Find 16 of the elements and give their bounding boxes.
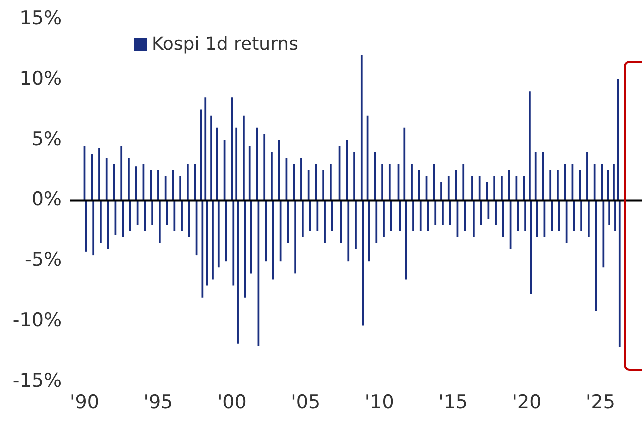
x-tick-label: '90 bbox=[70, 392, 100, 414]
y-tick-label: -15% bbox=[12, 370, 62, 392]
y-tick-label: 15% bbox=[20, 7, 62, 30]
x-tick-label: '25 bbox=[586, 392, 616, 414]
y-tick-label: 5% bbox=[32, 128, 62, 150]
legend-label: Kospi 1d returns bbox=[152, 34, 298, 55]
y-tick-label: 0% bbox=[32, 188, 62, 211]
x-tick-label: '20 bbox=[512, 392, 542, 414]
x-tick-label: '05 bbox=[291, 392, 321, 414]
x-tick-label: '15 bbox=[438, 392, 468, 414]
y-tick-label: -5% bbox=[25, 249, 62, 272]
x-tick-label: '95 bbox=[144, 392, 174, 414]
x-tick-label: '00 bbox=[217, 392, 247, 414]
x-tick-label: '10 bbox=[364, 392, 394, 414]
y-tick-label: -10% bbox=[12, 310, 62, 332]
y-tick-label: 10% bbox=[20, 68, 62, 90]
